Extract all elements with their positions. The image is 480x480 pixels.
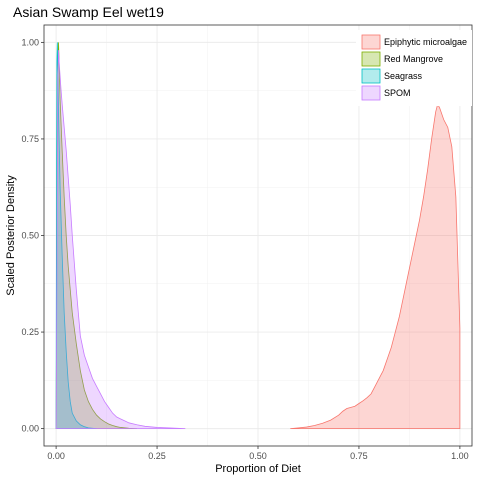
legend-label-red-mangrove: Red Mangrove [384,54,443,64]
x-tick-label: 1.00 [451,451,469,461]
legend-label-seagrass: Seagrass [384,71,423,81]
legend-key-seagrass [361,68,381,84]
x-tick-label: 0.00 [47,451,65,461]
density-area-seagrass [55,42,97,430]
x-tick-label: 0.25 [148,451,166,461]
x-tick-label: 0.50 [249,451,267,461]
chart-title: Asian Swamp Eel wet19 [13,4,164,20]
x-tick-label: 0.75 [350,451,368,461]
legend-background [356,30,472,106]
density-area-red-mangrove [55,42,137,430]
legend-key-spom [361,85,381,101]
x-axis-label: Proportion of Diet [215,463,301,475]
y-tick-label: 1.00 [21,37,39,47]
density-area-epiphytic-microalgae [290,103,461,430]
y-tick-label: 0.75 [21,134,39,144]
y-axis-label: Scaled Posterior Density [5,175,17,296]
legend-label-spom: SPOM [384,88,411,98]
y-tick-label: 0.00 [21,424,39,434]
y-tick-label: 0.50 [21,231,39,241]
legend: Epiphytic microalgae Red Mangrove Seagrass… [356,30,472,106]
axis-ticks: 0.00 0.25 0.50 0.75 1.00 0.00 0.25 0.50 0.75 1.00 [21,37,468,461]
density-area-spom [55,50,186,430]
legend-key-red-mangrove [361,51,381,67]
y-tick-label: 0.25 [21,327,39,337]
density-areas [55,42,461,430]
legend-label-epiphytic-microalgae: Epiphytic microalgae [384,37,467,47]
legend-key-epiphytic-microalgae [361,34,381,50]
